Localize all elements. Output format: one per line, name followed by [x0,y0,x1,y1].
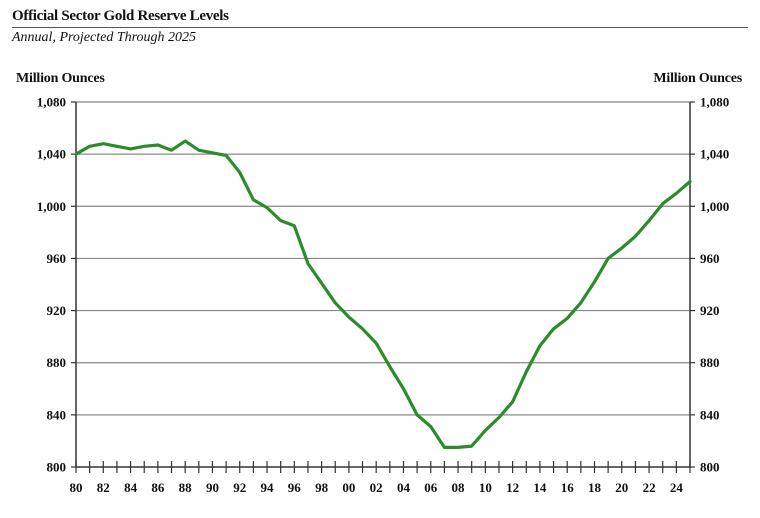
series-line-0 [74,139,692,449]
y-tick-label-right: 880 [700,355,720,370]
chart-title: Official Sector Gold Reserve Levels [12,8,229,24]
x-tick-label: 20 [615,480,628,495]
y-tick-label-left: 880 [47,355,67,370]
x-tick-label: 10 [479,480,492,495]
x-tick-label: 02 [370,480,383,495]
x-tick-label: 82 [97,480,110,495]
x-tick-label: 90 [206,480,219,495]
x-tick-label: 22 [643,480,656,495]
y-tick-label-left: 1,000 [37,199,66,214]
x-tick-label: 18 [588,480,602,495]
x-tick-label: 04 [397,480,411,495]
y-tick-label-right: 1,000 [700,199,729,214]
x-tick-label: 86 [151,480,165,495]
y-axis-label-right: Million Ounces [653,71,742,86]
y-tick-label-right: 960 [700,251,720,266]
y-tick-label-left: 840 [47,407,67,422]
x-tick-label: 24 [670,480,684,495]
x-tick-label: 84 [124,480,138,495]
y-tick-label-left: 1,080 [37,95,66,110]
y-tick-label-right: 920 [700,303,720,318]
x-tick-label: 92 [233,480,246,495]
y-tick-label-left: 920 [47,303,67,318]
y-tick-label-left: 960 [47,251,67,266]
title-divider [12,27,748,28]
y-tick-label-right: 1,040 [700,147,729,162]
x-tick-label: 06 [424,480,438,495]
y-tick-label-right: 840 [700,407,720,422]
x-tick-label: 16 [561,480,575,495]
x-tick-label: 12 [506,480,519,495]
x-tick-label: 94 [261,480,275,495]
x-tick-label: 98 [315,480,329,495]
x-tick-label: 08 [452,480,466,495]
x-tick-label: 96 [288,480,302,495]
x-tick-label: 14 [533,480,547,495]
y-tick-label-left: 1,040 [37,147,66,162]
x-tick-label: 00 [342,480,355,495]
x-tick-label: 88 [179,480,193,495]
x-tick-label: 80 [70,480,83,495]
y-tick-label-right: 1,080 [700,95,729,110]
y-axis-label-left: Million Ounces [16,71,105,86]
y-tick-label-left: 800 [47,460,67,475]
y-tick-label-right: 800 [700,460,720,475]
chart-subtitle: Annual, Projected Through 2025 [12,30,197,45]
